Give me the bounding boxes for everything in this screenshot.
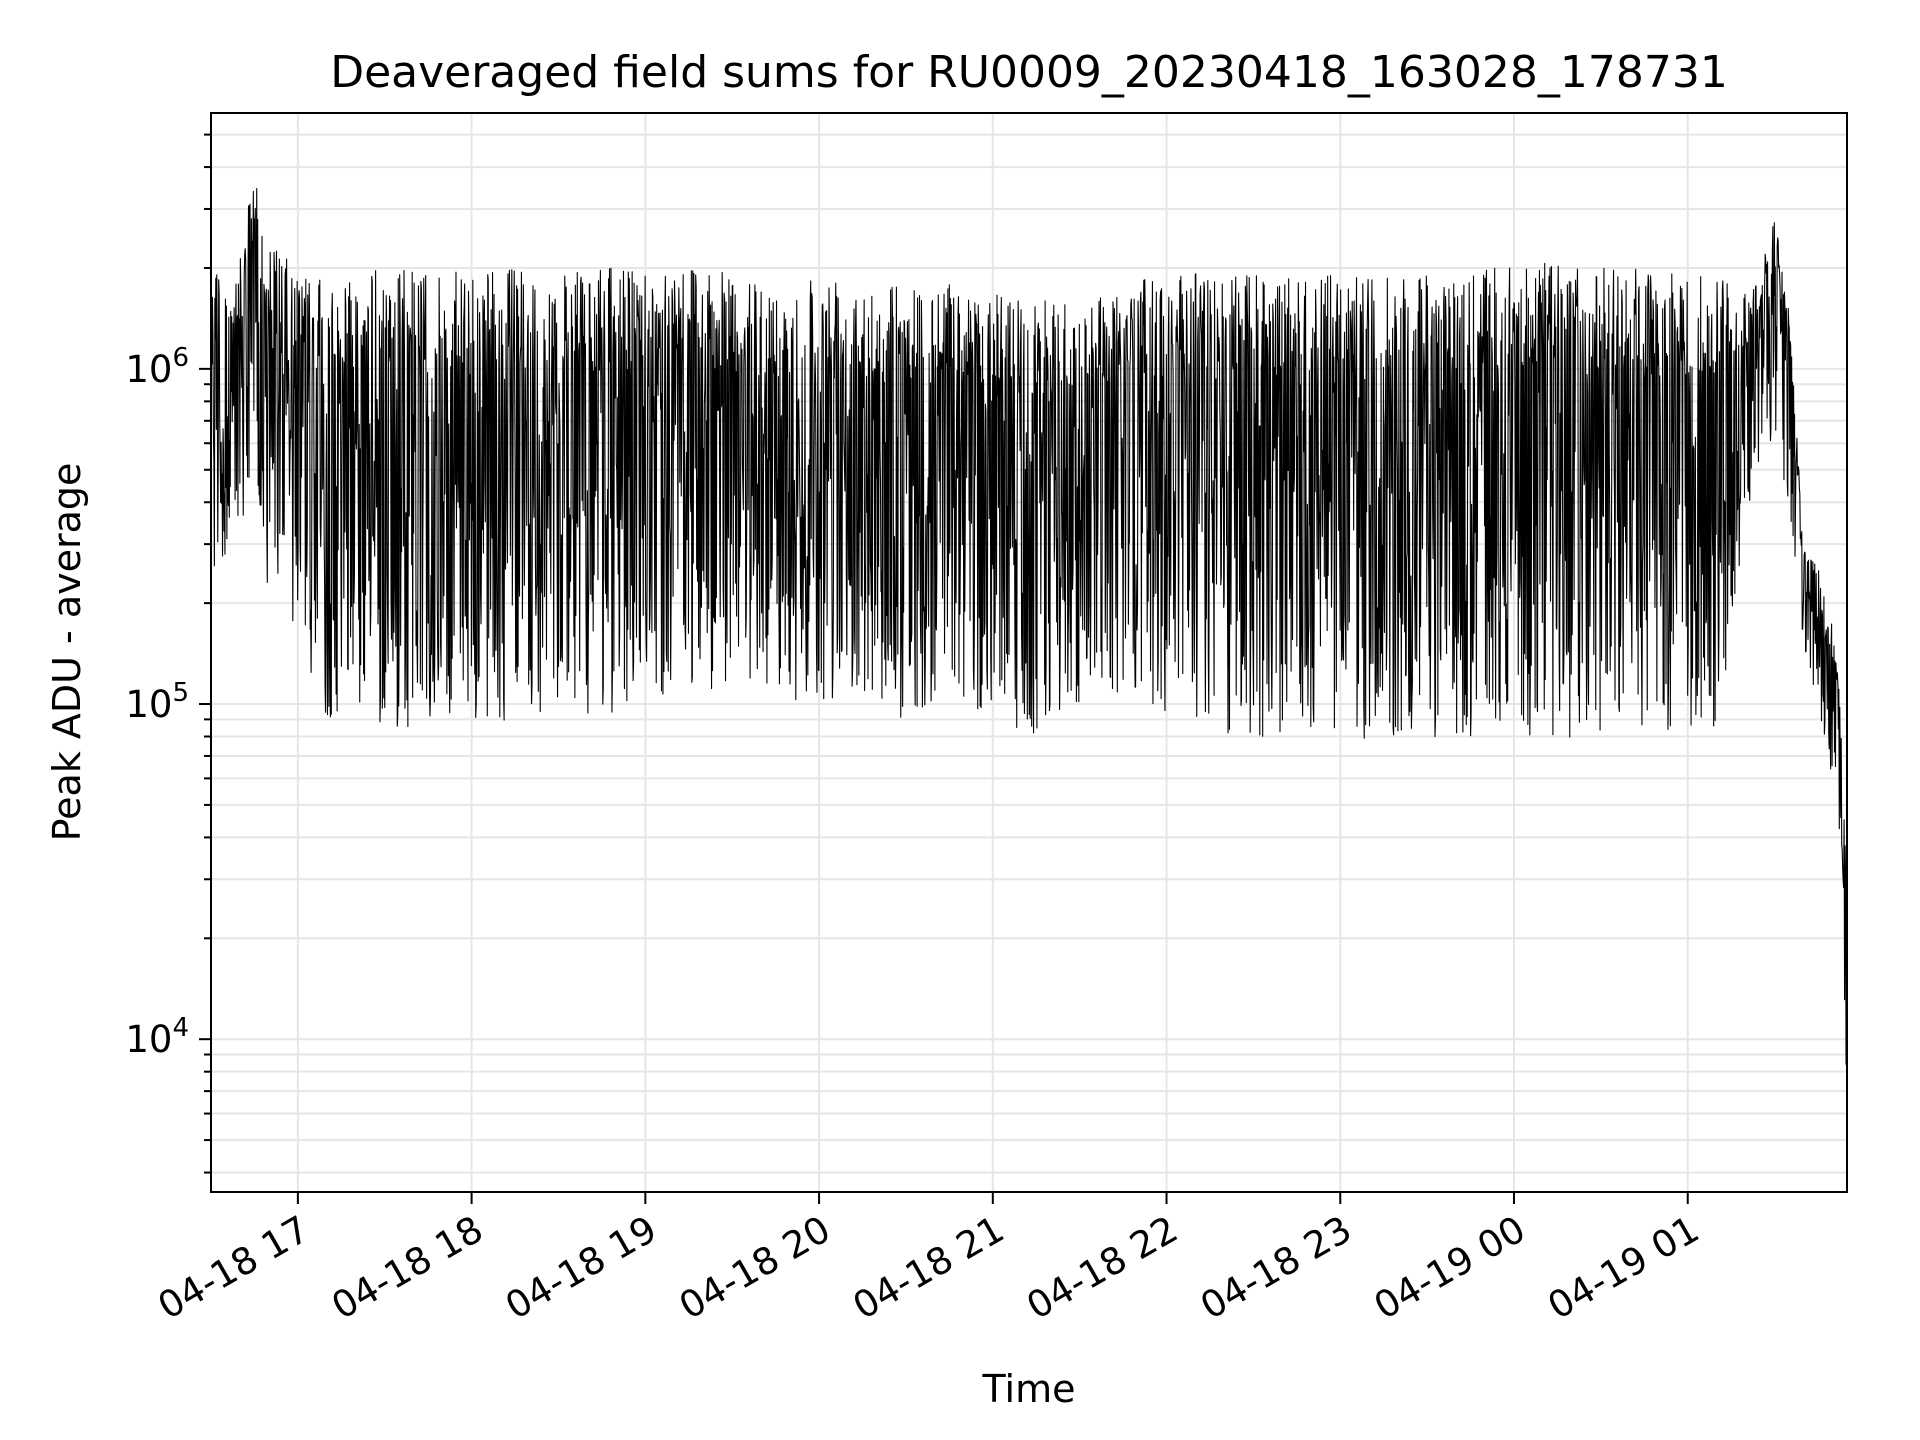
y-tick-label: 106 [125,343,189,391]
y-tick-exponent: 4 [172,1013,189,1043]
series-line [211,188,1847,1066]
y-tick-exponent: 5 [172,678,189,708]
y-tick-label: 105 [125,678,189,726]
y-tick-exponent: 6 [172,343,189,373]
x-axis-label: Time [982,1367,1076,1411]
y-tick-base: 10 [125,683,172,726]
y-axis-label: Peak ADU - average [45,463,89,842]
y-tick-base: 10 [125,348,172,391]
y-tick-base: 10 [125,1018,172,1061]
plot-frame [210,112,1848,1193]
plot-area [211,188,1847,1066]
y-tick-label: 104 [125,1013,189,1061]
chart-title: Deaveraged field sums for RU0009_2023041… [330,47,1728,98]
series-layer [211,188,1847,1066]
